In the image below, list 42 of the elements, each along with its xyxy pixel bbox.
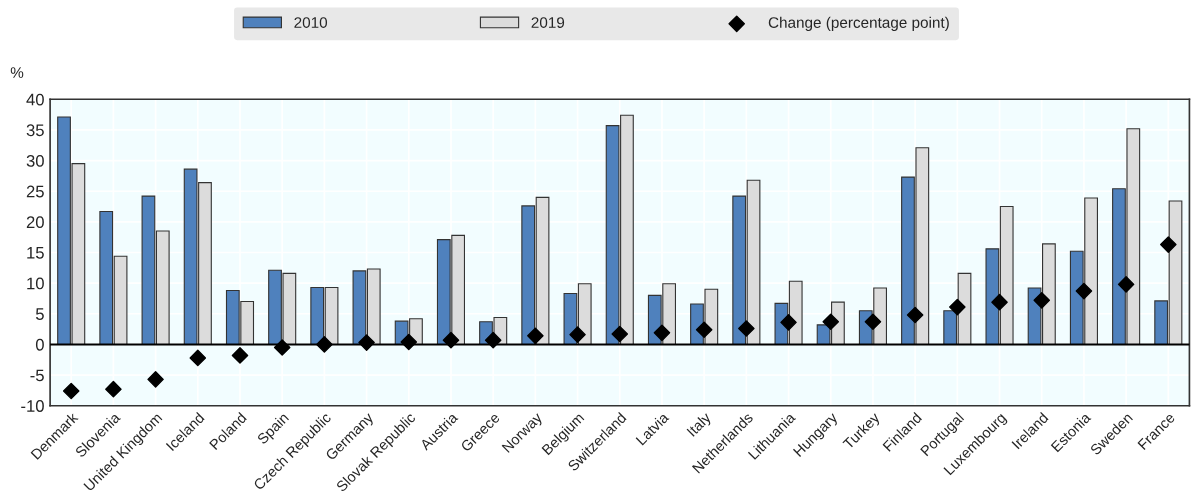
- point: [358, 334, 375, 351]
- point: [1160, 236, 1177, 253]
- point: [738, 320, 755, 337]
- y-tick-label: -10: [21, 400, 44, 412]
- y-axis-title: %: [10, 67, 24, 78]
- point: [62, 382, 80, 400]
- y-tick-label: 5: [35, 308, 44, 320]
- point: [442, 331, 460, 349]
- point: [611, 325, 629, 343]
- point: [653, 324, 671, 342]
- y-tick-label: 10: [27, 277, 44, 290]
- y-tick-label: 35: [26, 124, 44, 137]
- y-tick-label: 40: [26, 93, 44, 106]
- point: [949, 298, 966, 316]
- point: [1075, 282, 1093, 300]
- point: [991, 293, 1008, 311]
- point: [695, 321, 713, 339]
- legend-label: 2010: [294, 17, 328, 28]
- point: [316, 336, 333, 353]
- point: [780, 314, 797, 331]
- y-tick-label: 15: [27, 247, 44, 259]
- point: [1033, 292, 1051, 309]
- point: [147, 371, 164, 388]
- point: [1117, 276, 1135, 293]
- y-tick-label: 30: [26, 154, 44, 167]
- point: [906, 306, 924, 324]
- y-tick-label: 20: [26, 216, 44, 229]
- point: [189, 349, 207, 367]
- y-tick-label: 0: [35, 338, 44, 351]
- point: [822, 313, 840, 331]
- point: [273, 339, 291, 356]
- point: [864, 313, 882, 331]
- point: [527, 327, 544, 345]
- point: [400, 333, 418, 351]
- point: [484, 331, 502, 349]
- point: [569, 326, 586, 343]
- legend-label: Change (percentage point): [768, 16, 949, 31]
- point: [105, 380, 122, 398]
- y-tick-label: 25: [26, 185, 44, 198]
- y-tick-label: -5: [30, 369, 44, 382]
- point: [231, 347, 249, 364]
- legend-label: 2019: [531, 17, 565, 28]
